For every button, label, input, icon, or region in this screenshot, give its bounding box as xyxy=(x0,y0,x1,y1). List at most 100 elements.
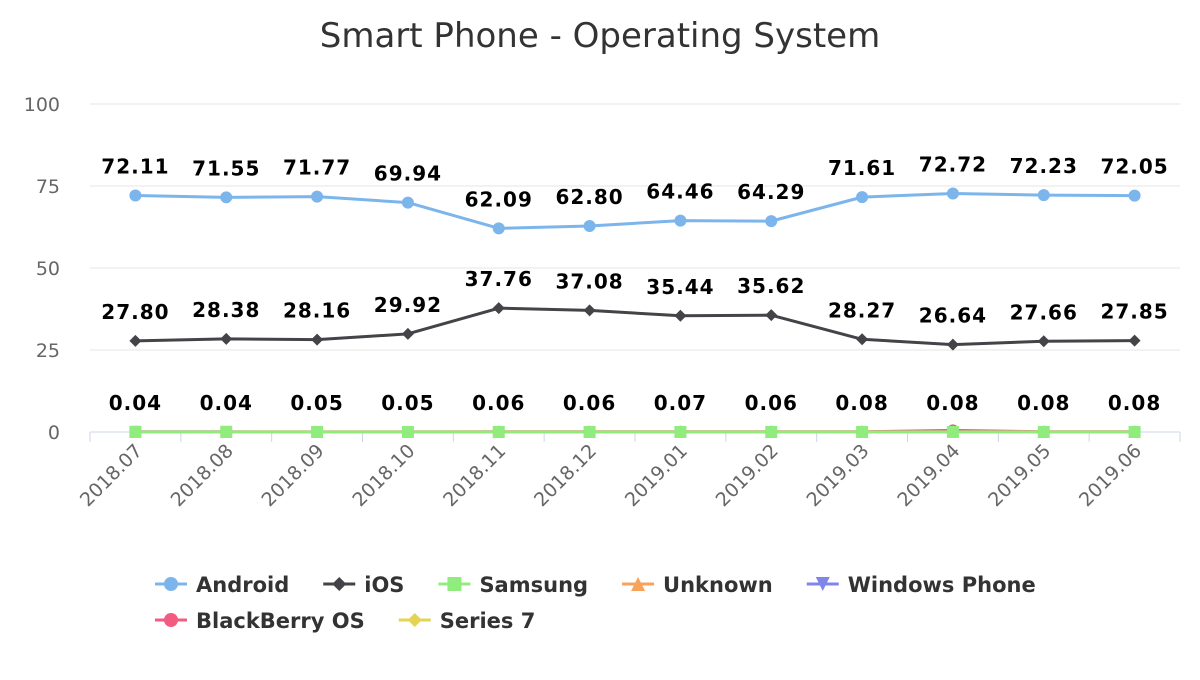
data-point-ios xyxy=(220,332,233,345)
data-point-ios xyxy=(401,327,414,340)
data-label-android: 69.94 xyxy=(374,162,442,186)
x-tick-label: 2018.12 xyxy=(530,440,601,511)
legend-item-ios[interactable]: iOS xyxy=(323,573,404,597)
x-tick-label: 2019.01 xyxy=(621,440,692,511)
legend-marker-samsung xyxy=(447,577,462,591)
data-point-android xyxy=(765,215,778,228)
data-label-ios: 27.66 xyxy=(1010,300,1078,324)
data-label-android: 72.11 xyxy=(101,154,169,178)
data-point-samsung xyxy=(1037,426,1050,438)
data-point-samsung xyxy=(220,426,233,438)
data-point-samsung xyxy=(674,426,687,438)
series-line-ios xyxy=(133,306,1137,347)
data-point-android xyxy=(674,214,687,227)
data-label-android: 72.05 xyxy=(1100,155,1168,179)
legend-item-samsung[interactable]: Samsung xyxy=(438,573,588,597)
data-point-android xyxy=(311,190,324,203)
data-label-ios: 26.64 xyxy=(919,304,987,328)
data-label-ios: 35.44 xyxy=(646,275,714,299)
data-label-android: 72.72 xyxy=(919,152,987,176)
data-label-ios: 28.38 xyxy=(192,298,260,322)
data-point-ios xyxy=(129,334,142,347)
legend-item-series-7[interactable]: Series 7 xyxy=(398,609,536,633)
data-label-android: 72.23 xyxy=(1010,154,1078,178)
data-point-android xyxy=(1128,189,1141,202)
x-tick-label: 2019.02 xyxy=(712,440,783,511)
legend-marker-windows-phone xyxy=(815,577,830,591)
legend-item-android[interactable]: Android xyxy=(155,573,289,597)
data-point-ios xyxy=(1037,335,1050,348)
legend-item-windows-phone[interactable]: Windows Phone xyxy=(806,573,1036,597)
legend-label-windows-phone: Windows Phone xyxy=(848,573,1036,597)
legend-label-series-7: Series 7 xyxy=(440,609,536,633)
data-label-ios: 35.62 xyxy=(737,274,805,298)
data-label-blackberry-os: 0.04 xyxy=(200,391,253,415)
data-point-ios xyxy=(674,309,687,322)
data-point-samsung xyxy=(492,426,505,438)
data-point-samsung xyxy=(1128,426,1141,438)
y-tick-label: 100 xyxy=(24,94,60,116)
data-label-blackberry-os: 0.05 xyxy=(381,391,434,415)
data-label-ios: 28.16 xyxy=(283,299,351,323)
data-point-ios xyxy=(311,333,324,346)
data-point-samsung xyxy=(401,426,414,438)
data-point-ios xyxy=(583,304,596,317)
data-label-blackberry-os: 0.08 xyxy=(926,391,979,415)
data-label-android: 62.09 xyxy=(465,187,533,211)
data-label-android: 71.77 xyxy=(283,156,351,180)
data-label-ios: 37.76 xyxy=(465,267,533,291)
data-point-android xyxy=(129,189,142,202)
data-point-ios xyxy=(856,333,869,346)
y-tick-label: 75 xyxy=(36,176,60,198)
data-label-android: 71.61 xyxy=(828,156,896,180)
x-tick-label: 2018.11 xyxy=(439,440,510,511)
data-label-blackberry-os: 0.06 xyxy=(745,391,798,415)
data-point-android xyxy=(1037,189,1050,202)
data-label-ios: 37.08 xyxy=(555,269,623,293)
data-label-ios: 27.80 xyxy=(101,300,169,324)
legend-item-blackberry-os[interactable]: BlackBerry OS xyxy=(155,609,365,633)
data-point-ios xyxy=(765,309,778,322)
data-label-android: 71.55 xyxy=(192,156,260,180)
data-label-blackberry-os: 0.04 xyxy=(109,391,162,415)
data-label-ios: 27.85 xyxy=(1100,300,1168,324)
data-point-android xyxy=(401,196,414,209)
data-label-blackberry-os: 0.08 xyxy=(1017,391,1070,415)
data-label-android: 62.80 xyxy=(555,185,623,209)
data-point-android xyxy=(946,187,959,200)
data-point-samsung xyxy=(311,426,324,438)
data-label-android: 64.46 xyxy=(646,180,714,204)
legend-item-unknown[interactable]: Unknown xyxy=(622,573,773,597)
data-label-ios: 28.27 xyxy=(828,298,896,322)
legend-label-unknown: Unknown xyxy=(663,573,773,597)
data-point-android xyxy=(220,191,233,204)
chart-title: Smart Phone - Operating System xyxy=(320,16,880,56)
data-point-android xyxy=(856,191,869,204)
data-point-samsung xyxy=(946,426,959,438)
data-label-blackberry-os: 0.06 xyxy=(563,391,616,415)
data-point-android xyxy=(492,222,505,235)
legend-label-ios: iOS xyxy=(364,573,404,597)
x-tick-label: 2019.04 xyxy=(893,440,964,511)
data-label-android: 64.29 xyxy=(737,180,805,204)
x-tick-label: 2019.03 xyxy=(802,440,873,511)
legend-marker-unknown xyxy=(631,577,646,591)
data-label-ios: 29.92 xyxy=(374,293,442,317)
data-point-ios xyxy=(1128,334,1141,347)
data-point-android xyxy=(583,220,596,233)
legend-marker-android xyxy=(164,577,178,591)
data-point-ios xyxy=(946,338,959,351)
data-point-samsung xyxy=(856,426,869,438)
legend-marker-series-7 xyxy=(407,613,422,627)
data-label-blackberry-os: 0.08 xyxy=(835,391,888,415)
x-tick-label: 2018.08 xyxy=(167,440,238,511)
series-line-android xyxy=(133,191,1137,230)
x-tick-label: 2018.10 xyxy=(348,440,419,511)
legend-marker-blackberry-os xyxy=(164,613,178,627)
y-tick-label: 25 xyxy=(36,340,60,362)
data-point-ios xyxy=(492,302,505,315)
x-tick-label: 2019.06 xyxy=(1075,440,1146,511)
legend-label-blackberry-os: BlackBerry OS xyxy=(196,609,365,633)
